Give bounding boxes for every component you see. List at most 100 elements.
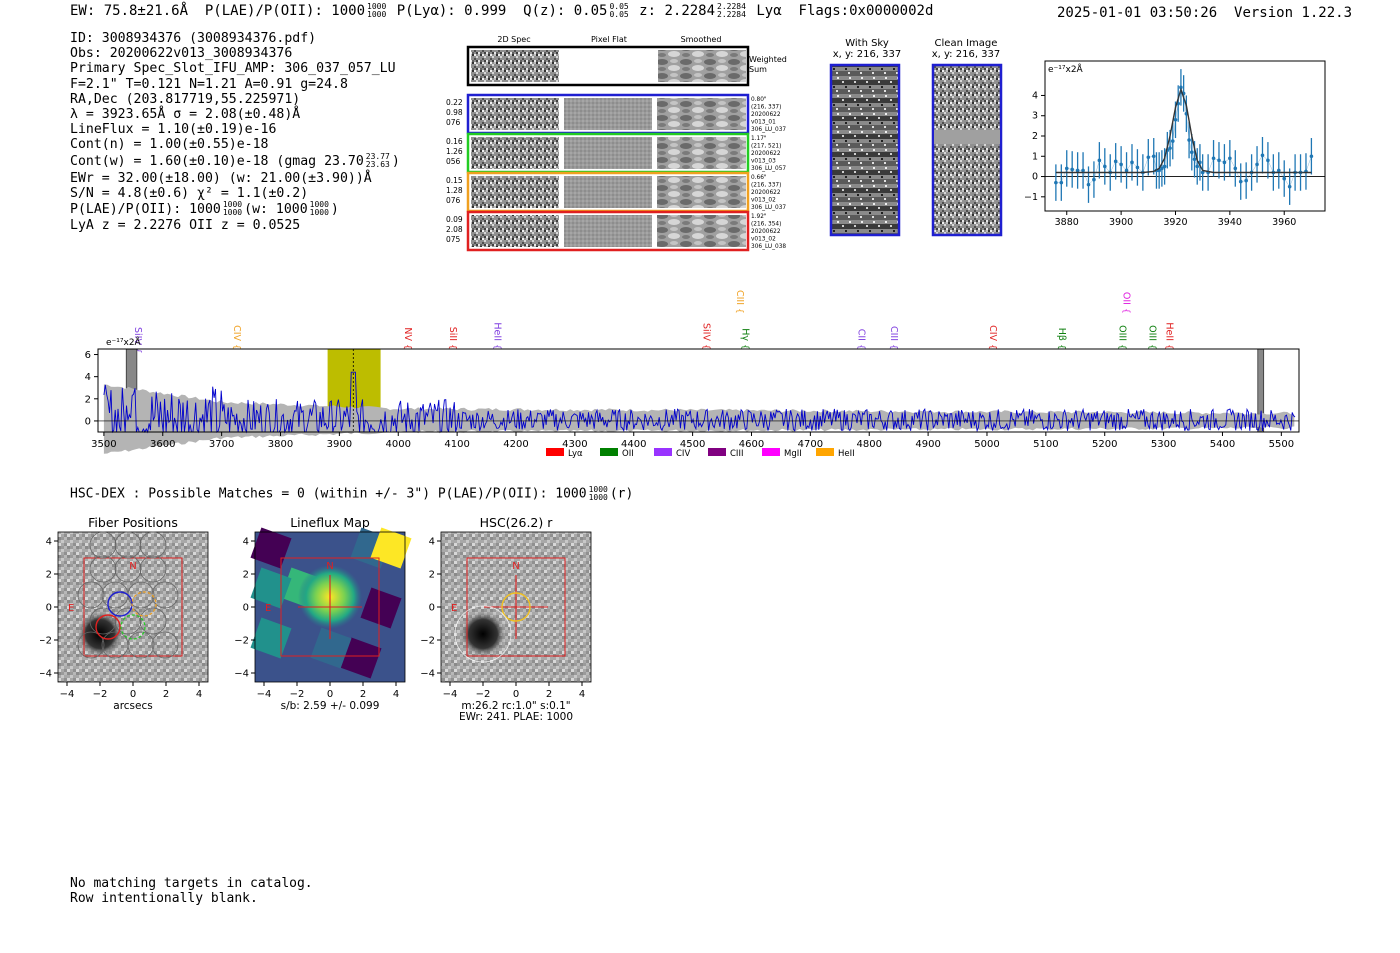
info-gmag-lo: 23.63 [365,159,390,169]
spectrum-line-bracket: { [740,344,750,350]
spectrum-xtick-label: 4600 [739,439,764,450]
cutout-left-label: 075 [446,235,461,244]
info-plae-w-lo: 1000 [309,207,329,217]
header-version: Version 1.22.3 [1234,5,1353,21]
fiber-ring [139,555,167,583]
info-slot: Primary Spec_Slot_IFU_AMP: 306_037_057_L… [70,61,396,77]
spectrum-xtick-label: 3800 [268,439,293,450]
clean-image-band [934,130,1000,144]
spectrum-xtick-label: 4800 [857,439,882,450]
zoom-ytick-label: −1 [1025,192,1038,203]
cutout-smoothed [657,137,746,169]
info-lineflux: LineFlux = 1.10(±0.19)e-16 [70,122,277,138]
col-title-2dspec: 2D Spec [497,35,530,44]
spectrum-line-label: HeII [491,322,502,341]
spectrum-ticks: 3500 3600 3700 3800 3900 4000 4100 4200 4300 4400… [85,350,1294,450]
hsc-panel-title: Fiber Positions [88,515,178,530]
info-radec: RA,Dec (203.817719,55.225971) [70,91,301,107]
hsc-summary: HSC-DEX : Possible Matches = 0 (within +… [70,486,633,502]
zoom-point [1054,180,1058,185]
header-plae-hi: 1000 [367,2,387,11]
spectrum-frame [97,348,1300,433]
hsc-ytick-label: 0 [243,603,249,614]
spectrum-line-labels: SiIV {CIV {NV {SiII {HeII {SiIV {Hγ {CIII {CII {C… [132,290,1174,354]
fiber-ring [114,607,142,635]
spectrum-line-label: CIV [987,325,998,341]
spectrum-line-bracket: { [1121,308,1131,314]
hsc-north-label: N [129,561,136,572]
cutout-grid: 2D Spec Pixel Flat Smoothed Weighted Sum… [446,35,787,252]
info-ewr: EWr = 32.00(±18.00) (w: 21.00(±3.90))Å [70,170,372,186]
spectrum-line-bracket: { [231,344,241,350]
fiber-orange [131,591,157,617]
cutout-right-label: 1.92" [751,214,767,220]
zoom-xtick-label: 3880 [1055,217,1079,228]
spectrum-line-bracket: { [447,344,457,350]
header-z-lo: 2.2284 [717,10,746,19]
hsc-ytick-label: −4 [40,669,52,680]
hsc-region-box [466,557,566,657]
info-plae-lo: 1000 [222,207,243,217]
with-sky-xy: x, y: 216, 337 [832,49,902,60]
spectrum-xtick-label: 4000 [386,439,411,450]
cutout-right-label: 20200622 [751,151,781,157]
weighted-sum-label-1: Weighted [749,55,787,64]
hsc-ytick-label: −2 [40,636,52,647]
hsc-ytick-label: 4 [46,537,52,548]
footer-line-2: Row intentionally blank. [70,891,258,906]
hsc-east-label: E [68,603,74,614]
hsc-ytick-label: −4 [420,669,435,680]
info-plae-w-hi: 1000 [309,199,329,209]
spectrum-xtick-label: 3600 [150,439,175,450]
fiber-ring [127,631,155,659]
header-ew: EW: 75.8±21.6Å [70,3,189,19]
spectrum-legend-swatch [600,448,618,456]
fiber-ring [89,607,117,635]
spectrum-ytick-label: 6 [85,350,91,361]
hsc-ytick-label: −4 [234,669,249,680]
zoom-ytick-label: 1 [1032,151,1038,162]
hsc-ytick-label: 4 [243,537,249,548]
spectrum-line-label: CIV [231,325,242,341]
hsc-xtick-label: −4 [257,689,272,700]
spectrum-line-label: CII [856,329,867,341]
fiber-ring [89,555,117,583]
cutout-right-label: 306_LU_037 [751,127,786,133]
cutout-left-label: 2.08 [446,225,463,234]
fiber-ring [151,631,179,659]
footer-line-1: No matching targets in catalog. [70,876,313,891]
header-flags: Flags:0x0000002d [798,3,934,19]
spectrum-xtick-label: 5500 [1269,439,1294,450]
hsc-ytick-label: −2 [234,636,249,647]
spectrum-xtick-label: 5300 [1151,439,1176,450]
hsc-xtick-label: 4 [393,689,399,700]
info-gmag-hi: 23.77 [365,151,390,161]
spectrum-line-bracket: { [402,344,412,350]
hsc-summary-end: (r) [609,486,634,502]
spectrum-xtick-label: 5000 [974,439,999,450]
cutout-left-label: 056 [446,157,461,166]
zoom-ytick-label: 3 [1032,111,1038,122]
footer-notes: No matching targets in catalog. Row inte… [70,876,313,906]
cutout-right-label: (216, 354) [751,222,781,228]
header-z-hi: 2.2284 [717,2,746,11]
spectrum-legend-swatch [816,448,834,456]
info-fit: F=2.1" T=0.121 N=1.21 A=0.91 g=24.8 [70,76,348,92]
fiber-ring [77,581,105,609]
hsc-panel-caption: EWr: 241. PLAE: 1000 [459,711,573,723]
hsc-xtick-label: −4 [443,689,458,700]
spectrum-xtick-label: 4700 [798,439,823,450]
spectrum-ytick-label: 2 [85,394,91,405]
fiber-ring [77,631,105,659]
weighted-sum-2dspec [471,50,559,82]
cutout-right-label: v013_02 [751,198,776,204]
info-plae: P(LAE)/P(OII): 1000 1000 1000 (w: 1000 1000 1… [70,199,400,218]
spectrum-line-label: OII [1121,292,1132,305]
spectrum-line-label: Hβ [1056,328,1067,341]
spectrum-xtick-label: 4400 [621,439,646,450]
hsc-ytick-label: 0 [429,603,435,614]
hsc-image-bg [58,532,208,682]
hsc-xtick-label: 0 [130,689,136,700]
cutout-right-label: 0.80" [751,97,767,103]
spectrum-legend-label: MgII [784,449,802,459]
